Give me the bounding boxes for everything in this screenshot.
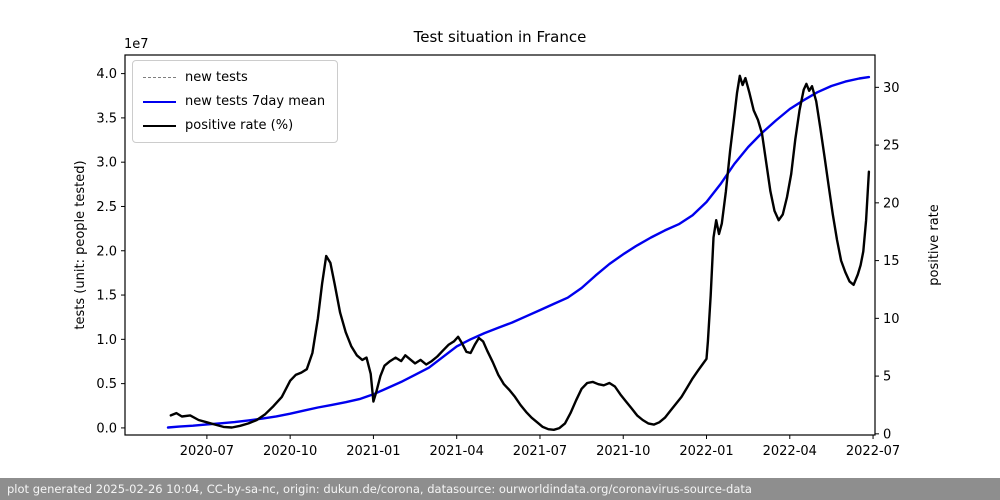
plot-border	[124, 54, 876, 436]
x-tick-label: 2021-07	[513, 444, 567, 459]
y-tick-label-right: 0	[883, 427, 891, 442]
legend-item-new-tests-7day-mean: new tests 7day mean	[143, 93, 325, 110]
x-tick-label: 2021-01	[346, 444, 400, 459]
legend-item-positive-rate: positive rate (%)	[143, 117, 325, 134]
y-tick-label-left: 1.5	[96, 289, 117, 304]
chart-title: Test situation in France	[413, 28, 587, 46]
attribution-footer: plot generated 2025-02-26 10:04, CC-by-s…	[0, 478, 1000, 500]
y-axis-label-left: tests (unit: people tested)	[73, 160, 88, 329]
black-line-sample-icon	[143, 124, 176, 127]
series-new-tests-7day-mean	[166, 75, 871, 429]
x-tick-label: 2022-07	[846, 444, 900, 459]
x-tick-label: 2021-10	[596, 444, 650, 459]
legend-label: new tests	[185, 70, 248, 85]
y-axis-label-right: positive rate	[927, 204, 942, 286]
y-tick-label-left: 2.0	[96, 244, 117, 259]
y-tick-label-left: 2.5	[96, 200, 117, 215]
y-tick-label-right: 10	[883, 312, 900, 327]
y-tick-label-left: 3.5	[96, 111, 117, 126]
legend-label: positive rate (%)	[185, 118, 294, 133]
x-tick-label: 2022-01	[679, 444, 733, 459]
series-layer	[166, 74, 871, 431]
chart-figure: 2020-07 2020-10 2021-01 2021-04 2021-07 2021-…	[73, 28, 942, 459]
axes-layer: 2020-07 2020-10 2021-01 2021-04 2021-07 2021-…	[96, 67, 900, 459]
chart-legend: new tests new tests 7day mean positive r…	[132, 60, 339, 143]
y-tick-label-right: 20	[883, 196, 900, 211]
x-tick-label: 2022-04	[763, 444, 817, 459]
x-tick-label: 2020-07	[180, 444, 234, 459]
y-tick-label-right: 5	[883, 370, 891, 385]
x-tick-label: 2020-10	[263, 444, 317, 459]
y-tick-label-left: 0.0	[96, 421, 117, 436]
dashed-line-sample-icon	[143, 77, 176, 78]
y-tick-label-right: 30	[883, 81, 900, 96]
y-tick-label-right: 15	[883, 254, 900, 269]
y-tick-label-left: 1.0	[96, 333, 117, 348]
series-positive-rate-	[169, 74, 871, 431]
y-tick-label-left: 4.0	[96, 67, 117, 82]
legend-label: new tests 7day mean	[185, 94, 326, 109]
y-axis-offset-label: 1e7	[124, 37, 149, 52]
chart-canvas: 2020-07 2020-10 2021-01 2021-04 2021-07 2021-…	[73, 28, 942, 459]
y-tick-label-right: 25	[883, 139, 900, 154]
x-tick-label: 2021-04	[430, 444, 484, 459]
y-tick-label-left: 3.0	[96, 156, 117, 171]
y-tick-label-left: 0.5	[96, 377, 117, 392]
legend-item-new-tests: new tests	[143, 69, 325, 86]
blue-line-sample-icon	[143, 100, 176, 103]
